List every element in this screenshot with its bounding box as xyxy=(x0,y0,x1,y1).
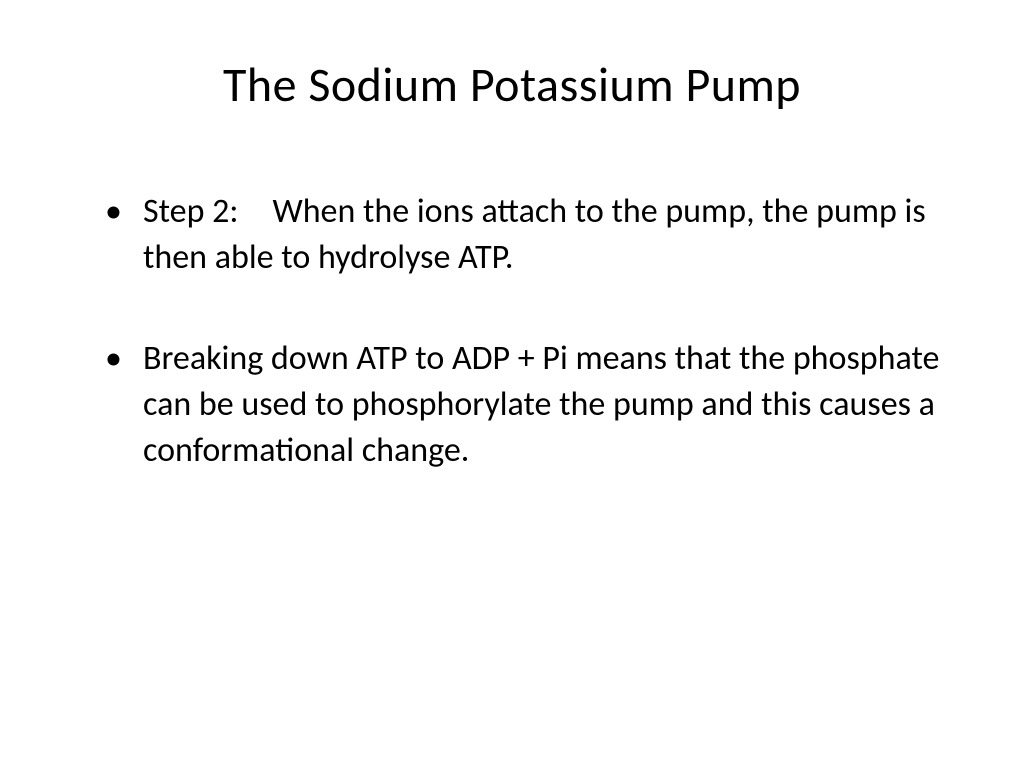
bullet-list: Step 2: When the ions attach to the pump… xyxy=(75,189,949,473)
slide-title: The Sodium Potassium Pump xyxy=(75,55,949,114)
bullet-item: Step 2: When the ions attach to the pump… xyxy=(105,189,949,281)
bullet-item: Breaking down ATP to ADP + Pi means that… xyxy=(105,336,949,474)
